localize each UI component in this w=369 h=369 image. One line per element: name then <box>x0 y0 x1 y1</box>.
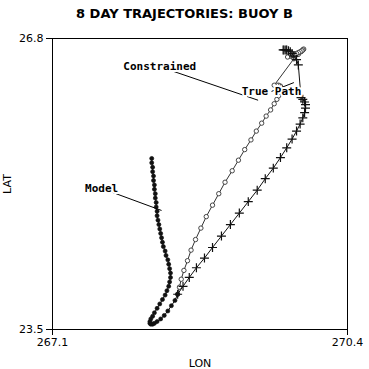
svg-text:LON: LON <box>189 357 212 369</box>
svg-text:Model: Model <box>85 182 118 195</box>
svg-text:267.1: 267.1 <box>37 336 69 349</box>
svg-text:LAT: LAT <box>1 174 14 194</box>
svg-text:26.8: 26.8 <box>19 32 44 45</box>
svg-text:270.4: 270.4 <box>332 336 364 349</box>
svg-text:23.5: 23.5 <box>19 323 44 336</box>
svg-text:Constrained: Constrained <box>123 60 196 73</box>
html-text:8 DAY TRAJECTORIES: BUOY B: 8 DAY TRAJECTORIES: BUOY B <box>76 6 293 21</box>
svg-text:True Path: True Path <box>242 85 302 98</box>
